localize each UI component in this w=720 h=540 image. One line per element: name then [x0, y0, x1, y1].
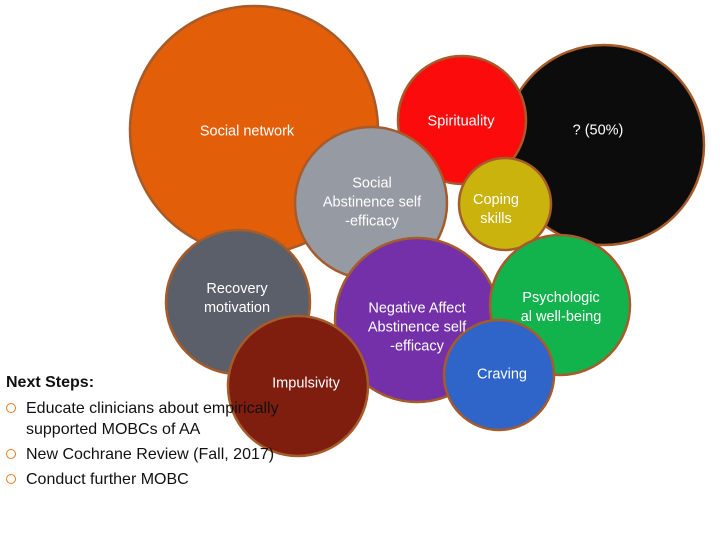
bubble-impulsivity [226, 314, 370, 458]
next-step-item: New Cochrane Review (Fall, 2017) [6, 444, 346, 465]
next-step-item: Educate clinicians about empirically sup… [6, 398, 346, 440]
bubble-label-craving: Craving [477, 366, 527, 383]
next-step-text: Conduct further MOBC [26, 471, 189, 488]
bubble-label-recovery-motivation: Recovery motivation [203, 281, 271, 316]
next-step-text: Educate clinicians about empirically sup… [26, 400, 279, 438]
bubble-spirituality [396, 54, 528, 186]
bubble-label-spirituality: Spirituality [427, 113, 495, 130]
bubble-label-social-abstinence-self-efficacy: Social Abstinence self -efficacy [322, 175, 422, 230]
circle-bullet-icon [6, 449, 16, 459]
bubble-label-impulsivity: Impulsivity [272, 375, 340, 392]
circle-bullet-icon [6, 474, 16, 484]
next-steps-list: Educate clinicians about empirically sup… [6, 398, 346, 490]
bubble-label-social-network: Social network [199, 123, 295, 140]
next-step-text: New Cochrane Review (Fall, 2017) [26, 446, 275, 463]
bubble-label-psychological-well-being: Psychologic al well-being [520, 290, 602, 325]
bubble-label-coping-skills: Coping skills [473, 192, 519, 227]
bubble-label-unknown: ? (50%) [572, 122, 624, 139]
circle-bullet-icon [6, 403, 16, 413]
bubble-label-negative-affect-abstinence-self-efficacy: Negative Affect Abstinence self -efficac… [367, 300, 467, 355]
next-steps-section: Next Steps: Educate clinicians about emp… [6, 374, 346, 494]
bubble-coping-skills [457, 156, 553, 252]
bubble-craving [442, 318, 556, 432]
next-steps-heading: Next Steps: [6, 374, 95, 391]
next-step-item: Conduct further MOBC [6, 469, 346, 490]
